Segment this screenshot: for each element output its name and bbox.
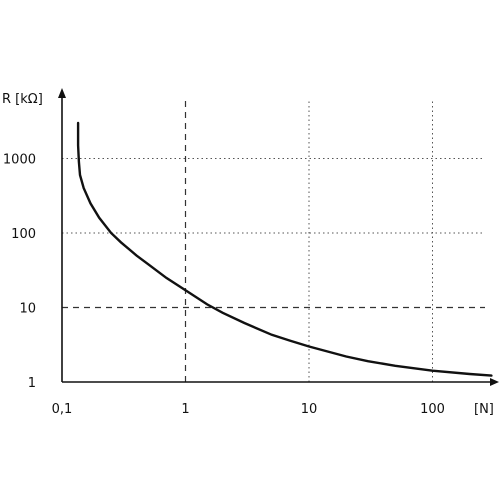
y-tick-label: 1 — [28, 376, 36, 391]
series-line-0 — [76, 121, 493, 377]
x-tick-label: 10 — [301, 402, 318, 417]
y-tick-label: 10 — [19, 302, 36, 317]
axes — [58, 88, 499, 386]
x-axis-arrow-icon — [490, 378, 499, 386]
data-series — [76, 121, 493, 377]
y-tick-label: 1000 — [3, 153, 36, 168]
y-tick-label: 100 — [11, 227, 36, 242]
y-axis-arrow-icon — [58, 88, 66, 98]
x-axis-label: [N] — [474, 402, 494, 417]
grid-lines — [62, 100, 485, 382]
y-axis-label: R [kΩ] — [2, 92, 43, 107]
x-tick-label: 0,1 — [52, 402, 73, 417]
x-tick-label: 100 — [420, 402, 445, 417]
x-tick-label: 1 — [181, 402, 189, 417]
tick-labels: 0,1 1 10 100 1 10 100 1000 — [3, 153, 445, 418]
